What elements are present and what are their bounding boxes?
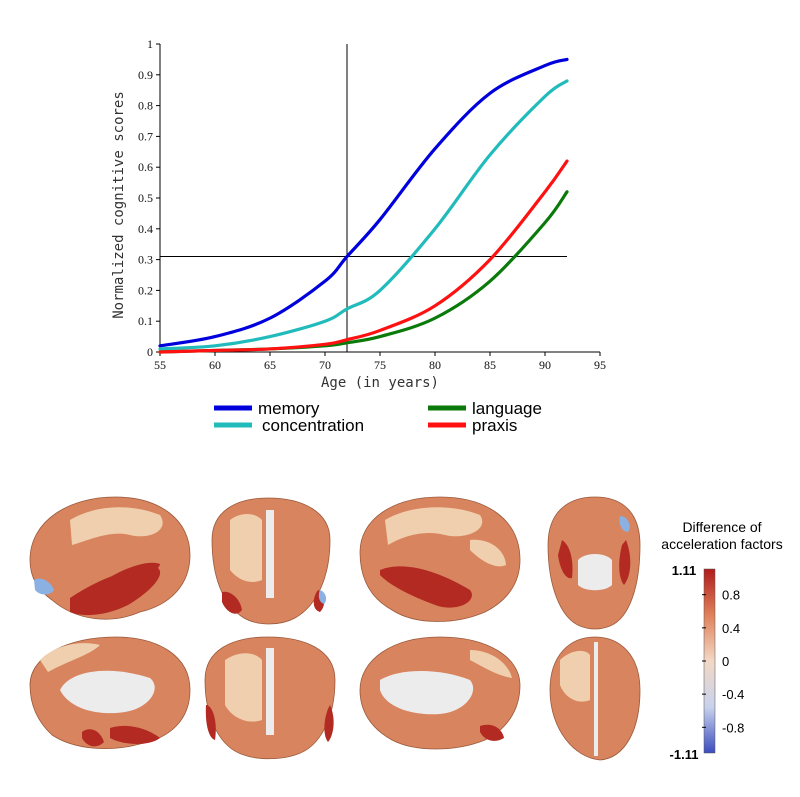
legend-label-language: language <box>472 399 542 418</box>
brain-region <box>558 540 573 579</box>
brain-region <box>470 539 506 567</box>
brain-posterior <box>204 636 336 760</box>
brain-region <box>380 671 474 715</box>
legend-label-memory: memory <box>258 399 320 418</box>
brain-region <box>318 590 327 604</box>
y-tick-label: 0.3 <box>138 253 153 267</box>
brain-region <box>385 507 483 545</box>
y-tick-label: 0 <box>147 345 153 359</box>
line-chart: 55 60 65 70 75 80 85 90 95 0 0.1 0.2 0.3 0.4 0.5 0.6 0.… <box>111 37 606 391</box>
brain-medial-right <box>359 636 521 750</box>
colorbar: Difference of acceleration factors 1.11 … <box>661 519 782 762</box>
y-tick-label: 0.4 <box>138 222 153 236</box>
legend-label-praxis: praxis <box>472 416 517 435</box>
y-tick-label: 0.5 <box>138 191 153 205</box>
legend: memory concentration language praxis <box>214 399 542 435</box>
reference-lines <box>160 44 567 352</box>
x-tick-label: 85 <box>484 358 496 372</box>
brain-region <box>112 562 160 586</box>
plot-area <box>160 44 600 352</box>
brain-inferior <box>547 496 641 630</box>
series-line-praxis <box>158 159 569 354</box>
x-tick-label: 90 <box>539 358 551 372</box>
brain-lateral-left <box>29 496 191 620</box>
brain-region <box>60 670 155 714</box>
brain-region <box>70 507 163 545</box>
brain-region <box>230 514 262 582</box>
x-tick-label: 70 <box>319 358 331 372</box>
colorbar-tick-label: -0.4 <box>722 687 744 702</box>
brain-region <box>480 724 504 741</box>
brain-region <box>222 591 242 614</box>
y-tick-label: 0.8 <box>138 99 153 113</box>
colorbar-tick-label: 0.4 <box>722 621 740 636</box>
brain-region <box>40 643 100 672</box>
y-ticks: 0 0.1 0.2 0.3 0.4 0.5 0.6 0.7 0.8 0.9 1 <box>138 37 160 359</box>
y-tick-label: 0.9 <box>138 68 153 82</box>
brain-region <box>34 578 54 595</box>
y-tick-label: 1 <box>147 37 153 51</box>
colorbar-title-line2: acceleration factors <box>661 536 782 552</box>
x-tick-label: 60 <box>209 358 221 372</box>
brain-lateral-right <box>359 496 521 622</box>
brain-region <box>560 650 590 702</box>
x-ticks: 55 60 65 70 75 80 85 90 95 <box>154 352 606 372</box>
x-tick-label: 75 <box>374 358 386 372</box>
brain-region <box>266 648 274 735</box>
y-tick-label: 0.2 <box>138 283 153 297</box>
colorbar-title-line1: Difference of <box>682 519 761 535</box>
colorbar-tick-label: -0.8 <box>722 720 744 735</box>
x-tick-label: 55 <box>154 358 166 372</box>
x-axis-label: Age (in years) <box>321 375 439 391</box>
y-tick-label: 0.1 <box>138 314 153 328</box>
brain-superior <box>549 636 641 761</box>
brain-region <box>205 705 216 740</box>
brain-region <box>380 566 472 608</box>
brain-region <box>225 653 262 722</box>
colorbar-max-label: 1.11 <box>672 563 697 578</box>
x-tick-label: 95 <box>594 358 606 372</box>
brain-region <box>110 725 160 744</box>
colorbar-tick-label: 0.8 <box>722 588 740 603</box>
colorbar-tick-label: 0 <box>722 654 729 669</box>
series-line-concentration <box>158 79 569 351</box>
brain-region <box>470 650 512 678</box>
legend-label-concentration: concentration <box>262 416 364 435</box>
series-lines <box>158 57 569 354</box>
x-tick-label: 80 <box>429 358 441 372</box>
colorbar-min-label: -1.11 <box>670 747 699 762</box>
colorbar-ticks: 0.8 0.4 0 -0.4 -0.8 <box>702 588 744 735</box>
x-tick-label: 65 <box>264 358 276 372</box>
brain-region <box>266 510 274 598</box>
brain-region <box>594 642 598 756</box>
brain-frontal <box>211 497 331 625</box>
brain-region <box>619 540 631 585</box>
y-tick-label: 0.7 <box>138 129 153 143</box>
brain-medial-left <box>29 636 191 750</box>
brain-region <box>324 705 334 742</box>
brain-surface-maps <box>29 496 641 761</box>
y-tick-label: 0.6 <box>138 160 153 174</box>
series-line-memory <box>158 57 569 348</box>
brain-region <box>619 516 630 532</box>
brain-region <box>82 729 104 747</box>
y-axis-label: Normalized cognitive scores <box>111 91 127 319</box>
brain-region <box>578 554 612 591</box>
